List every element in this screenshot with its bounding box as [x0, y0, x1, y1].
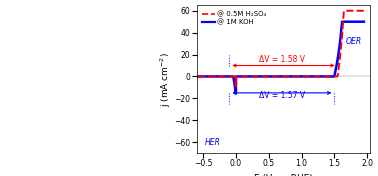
@ 1M KOH — [362, 21, 366, 23]
X-axis label: E (V vs. RHE): E (V vs. RHE) — [254, 174, 313, 176]
@ 0.5M H₂SO₄ — [362, 10, 366, 12]
@ 1M KOH — [225, 75, 229, 77]
Text: OER: OER — [346, 37, 362, 46]
@ 1M KOH — [266, 75, 271, 77]
@ 0.5M H₂SO₄ — [259, 75, 264, 77]
Text: ΔV = 1.58 V: ΔV = 1.58 V — [259, 55, 305, 64]
@ 1M KOH — [234, 92, 238, 95]
@ 1M KOH — [340, 21, 344, 23]
Legend: @ 0.5M H₂SO₄, @ 1M KOH: @ 0.5M H₂SO₄, @ 1M KOH — [200, 9, 269, 27]
@ 0.5M H₂SO₄ — [342, 10, 346, 12]
@ 0.5M H₂SO₄ — [234, 85, 238, 87]
@ 0.5M H₂SO₄ — [341, 25, 345, 27]
@ 0.5M H₂SO₄ — [266, 75, 271, 77]
Line: @ 0.5M H₂SO₄: @ 0.5M H₂SO₄ — [198, 11, 364, 86]
@ 1M KOH — [358, 21, 363, 23]
@ 1M KOH — [215, 75, 219, 77]
Line: @ 1M KOH: @ 1M KOH — [198, 22, 364, 93]
@ 0.5M H₂SO₄ — [215, 75, 219, 77]
@ 0.5M H₂SO₄ — [195, 75, 200, 77]
@ 0.5M H₂SO₄ — [358, 10, 363, 12]
@ 1M KOH — [195, 75, 200, 77]
@ 0.5M H₂SO₄ — [225, 75, 229, 77]
@ 1M KOH — [341, 21, 345, 23]
Y-axis label: j (mA cm$^{-2}$): j (mA cm$^{-2}$) — [158, 52, 173, 107]
@ 1M KOH — [259, 75, 264, 77]
Text: HER: HER — [205, 139, 221, 147]
Text: ΔV = 1.57 V: ΔV = 1.57 V — [259, 91, 305, 100]
